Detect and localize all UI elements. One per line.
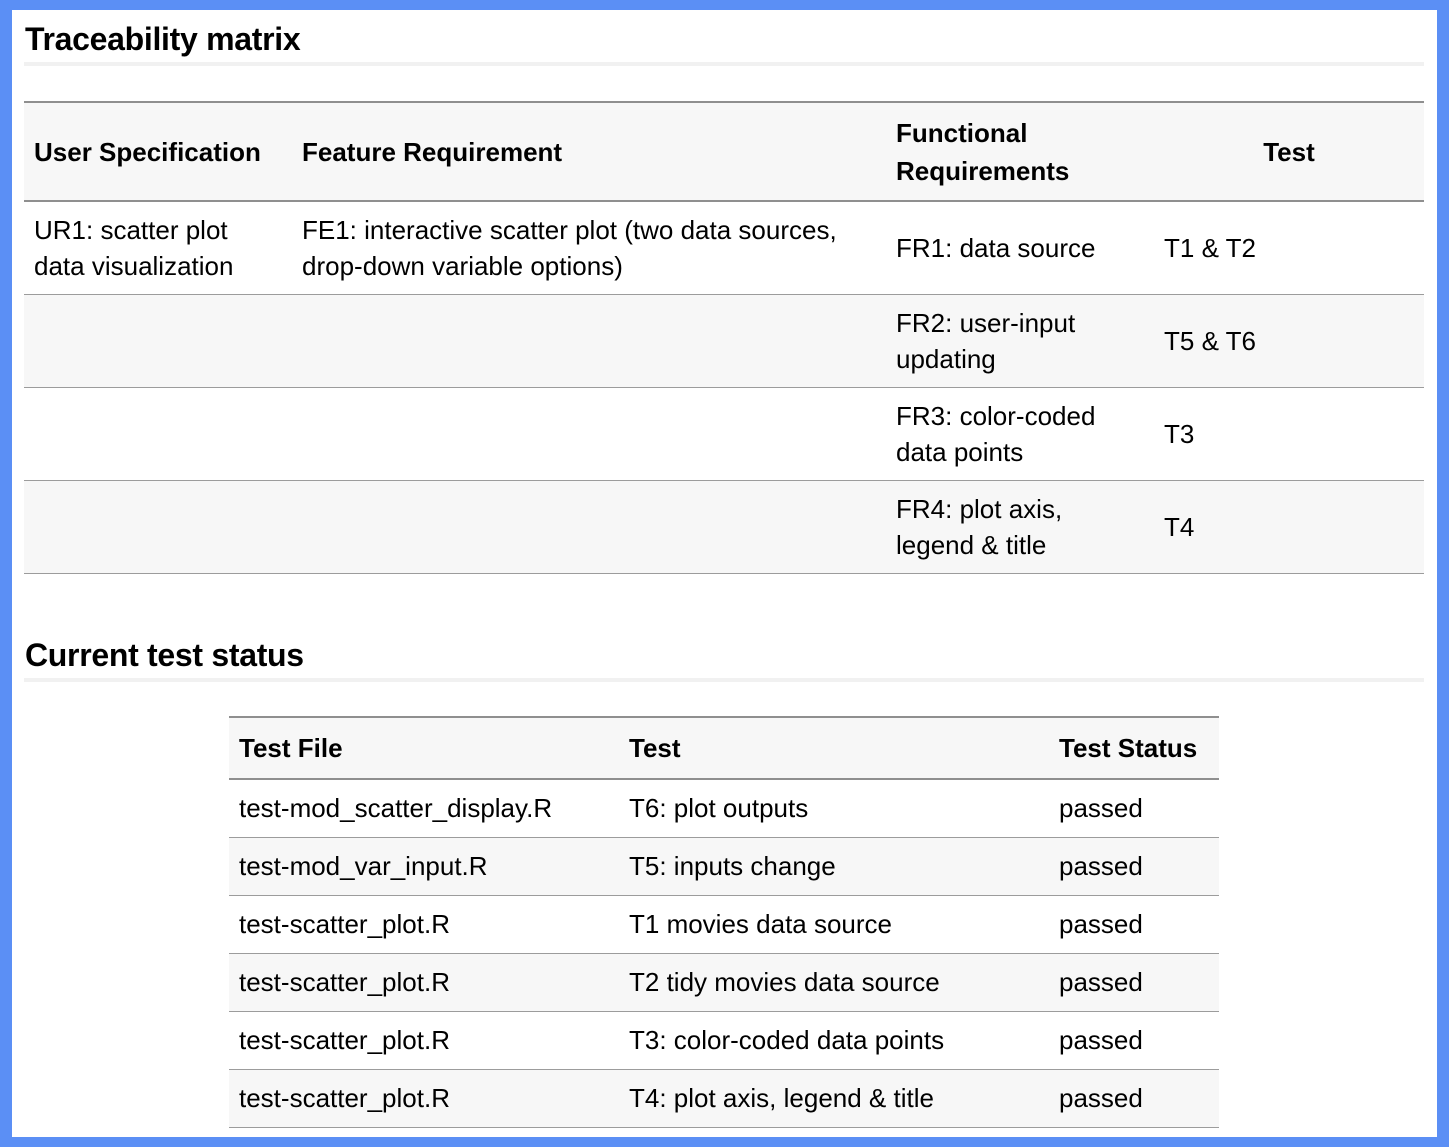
user-spec-cell (24, 480, 292, 573)
feature-cell (292, 294, 886, 387)
report-page: Traceability matrix User Specification F… (12, 10, 1437, 1137)
column-header-feature-requirement: Feature Requirement (302, 136, 563, 167)
feature-cell: FE1: interactive scatter plot (two data … (302, 214, 837, 281)
traceability-heading: Traceability matrix (25, 21, 301, 57)
test-status-cell: passed (1059, 850, 1143, 881)
heading-divider (24, 62, 1424, 66)
test-file-cell: test-scatter_plot.R (239, 966, 450, 997)
test-status-table: Test File Test Test Status test-mod_scat… (229, 716, 1219, 1128)
test-status-cell: passed (1059, 792, 1143, 823)
feature-cell (292, 480, 886, 573)
test-file-cell: test-mod_var_input.R (239, 850, 488, 881)
column-header-test-status: Test Status (1059, 732, 1198, 763)
test-status-cell: passed (1059, 908, 1143, 939)
table-row: test-scatter_plot.R T3: color-coded data… (229, 1011, 1219, 1069)
test-name-cell: T4: plot axis, legend & title (629, 1082, 934, 1113)
status-heading: Current test status (25, 637, 304, 673)
test-cell: T3 (1164, 418, 1195, 449)
test-file-cell: test-mod_scatter_display.R (239, 792, 553, 823)
table-row: test-scatter_plot.R T1 movies data sourc… (229, 895, 1219, 953)
test-name-cell: T3: color-coded data points (629, 1024, 945, 1055)
test-name-cell: T5: inputs change (629, 850, 836, 881)
column-header-user-specification: User Specification (34, 136, 261, 167)
test-file-cell: test-scatter_plot.R (239, 1024, 450, 1055)
functional-cell: FR2: user-input updating (896, 307, 1076, 374)
table-row: test-mod_scatter_display.R T6: plot outp… (229, 779, 1219, 837)
user-spec-cell: UR1: scatter plot data visualization (34, 214, 234, 281)
traceability-table: User Specification Feature Requirement F… (24, 101, 1424, 574)
test-cell: T4 (1164, 511, 1195, 542)
table-row: test-mod_var_input.R T5: inputs change p… (229, 837, 1219, 895)
test-file-cell: test-scatter_plot.R (239, 908, 450, 939)
column-header-functional-requirements: Functional Requirements (896, 117, 1070, 186)
table-header-row: Test File Test Test Status (229, 717, 1219, 779)
user-spec-cell (24, 387, 292, 480)
table-header-row: User Specification Feature Requirement F… (24, 102, 1424, 201)
user-spec-cell (24, 294, 292, 387)
column-header-test: Test (629, 732, 681, 763)
test-cell: T1 & T2 (1164, 232, 1257, 263)
feature-cell (292, 387, 886, 480)
functional-cell: FR1: data source (896, 232, 1096, 263)
heading-divider (24, 678, 1424, 682)
table-row: FR4: plot axis, legend & title T4 (24, 480, 1424, 573)
column-header-test: Test (1263, 136, 1315, 167)
test-name-cell: T2 tidy movies data source (629, 966, 940, 997)
column-header-test-file: Test File (239, 732, 343, 763)
table-row: test-scatter_plot.R T4: plot axis, legen… (229, 1069, 1219, 1127)
test-status-cell: passed (1059, 1024, 1143, 1055)
table-row: FR2: user-input updating T5 & T6 (24, 294, 1424, 387)
test-name-cell: T1 movies data source (629, 908, 893, 939)
functional-cell: FR3: color-coded data points (896, 400, 1096, 467)
functional-cell: FR4: plot axis, legend & title (896, 493, 1063, 560)
table-row: UR1: scatter plot data visualization FE1… (24, 201, 1424, 294)
table-row: test-scatter_plot.R T2 tidy movies data … (229, 953, 1219, 1011)
test-status-cell: passed (1059, 1082, 1143, 1113)
table-row: FR3: color-coded data points T3 (24, 387, 1424, 480)
test-cell: T5 & T6 (1164, 325, 1257, 356)
test-status-cell: passed (1059, 966, 1143, 997)
test-file-cell: test-scatter_plot.R (239, 1082, 450, 1113)
test-name-cell: T6: plot outputs (629, 792, 809, 823)
